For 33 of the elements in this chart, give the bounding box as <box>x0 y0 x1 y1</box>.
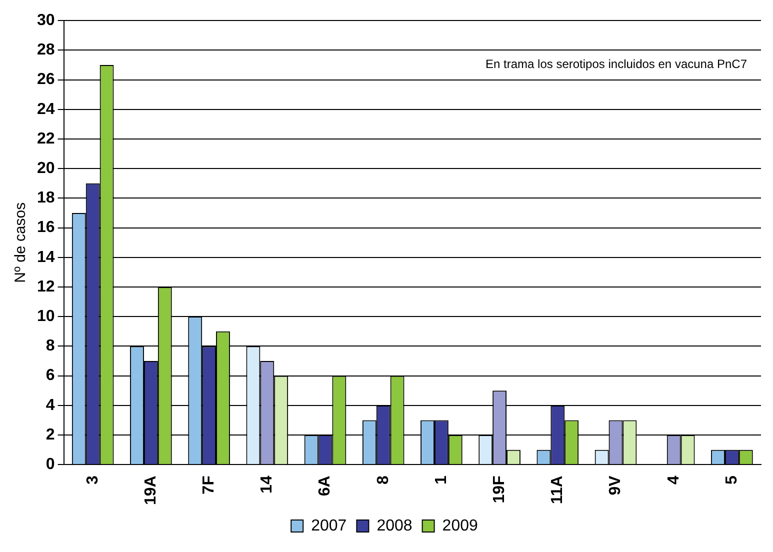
y-tick-label: 24 <box>37 100 55 118</box>
x-tick-label: 19A <box>142 475 160 506</box>
x-tick-label: 19F <box>490 475 508 504</box>
x-tick-label: 11A <box>549 475 566 504</box>
legend-label: 2007 <box>311 517 347 534</box>
y-tick-label: 12 <box>37 278 55 296</box>
y-tick-label: 20 <box>37 160 55 178</box>
annotation: En trama los serotipos incluidos en vacuna PnC7 <box>486 56 748 71</box>
y-axis-title: Nº de casos <box>12 202 30 283</box>
x-tick-label: 1 <box>432 476 450 485</box>
x-tick-label: 8 <box>374 476 392 485</box>
y-tick-label: 0 <box>46 456 55 474</box>
y-tick-label: 14 <box>37 248 55 266</box>
y-tick-label: 22 <box>37 130 55 148</box>
x-tick-label: 4 <box>665 476 682 485</box>
x-tick-label: 14 <box>258 476 276 494</box>
legend-label: 2008 <box>376 517 412 534</box>
x-tick-label: 5 <box>723 476 740 485</box>
x-tick-label: 9V <box>607 475 624 496</box>
legend-label: 2009 <box>442 517 478 534</box>
y-tick-label: 4 <box>46 396 55 414</box>
x-tick-label: 6A <box>316 475 334 496</box>
y-tick-label: 2 <box>46 426 55 444</box>
y-tick-label: 30 <box>37 12 55 30</box>
y-tick-label: 26 <box>37 71 55 88</box>
y-tick-label: 10 <box>37 308 55 326</box>
y-tick-label: 18 <box>37 190 55 207</box>
x-tick-label: 7F <box>200 475 218 494</box>
y-tick-label: 16 <box>37 219 55 236</box>
y-tick-label: 8 <box>46 338 55 355</box>
y-tick-label: 6 <box>46 367 55 384</box>
x-tick-label: 3 <box>84 476 102 485</box>
y-tick-label: 28 <box>37 42 55 59</box>
